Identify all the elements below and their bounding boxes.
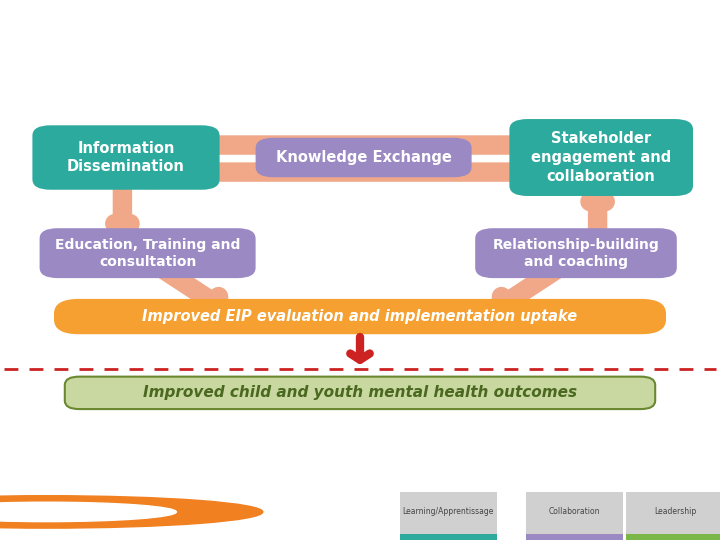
FancyBboxPatch shape <box>626 534 720 540</box>
Circle shape <box>0 496 263 528</box>
FancyBboxPatch shape <box>475 228 677 278</box>
Text: Knowledge Exchange: Knowledge Exchange <box>276 150 451 165</box>
Text: Improved EIP evaluation and implementation uptake: Improved EIP evaluation and implementati… <box>143 309 577 324</box>
FancyBboxPatch shape <box>32 125 220 190</box>
FancyBboxPatch shape <box>40 228 256 278</box>
FancyBboxPatch shape <box>510 119 693 196</box>
Text: Relationship-building
and coaching: Relationship-building and coaching <box>492 238 660 269</box>
FancyBboxPatch shape <box>626 492 720 535</box>
Circle shape <box>0 502 176 522</box>
Text: Learning/Apprentissage: Learning/Apprentissage <box>402 508 494 516</box>
FancyBboxPatch shape <box>526 534 623 540</box>
Text: Improved child and youth mental health outcomes: Improved child and youth mental health o… <box>143 386 577 400</box>
Text: Collaboration: Collaboration <box>549 508 600 516</box>
Text: Information
Dissemination: Information Dissemination <box>67 141 185 174</box>
FancyBboxPatch shape <box>400 492 497 535</box>
FancyBboxPatch shape <box>256 138 472 177</box>
Text: Education, Training and
consultation: Education, Training and consultation <box>55 238 240 269</box>
Text: Leadership: Leadership <box>654 508 696 516</box>
FancyBboxPatch shape <box>400 534 497 540</box>
FancyBboxPatch shape <box>526 492 623 535</box>
FancyBboxPatch shape <box>65 376 655 409</box>
Text: Stakeholder
engagement and
collaboration: Stakeholder engagement and collaboration <box>531 131 671 184</box>
Text: Centre’s Theory of Change model: Centre’s Theory of Change model <box>18 26 542 55</box>
FancyBboxPatch shape <box>54 299 666 334</box>
